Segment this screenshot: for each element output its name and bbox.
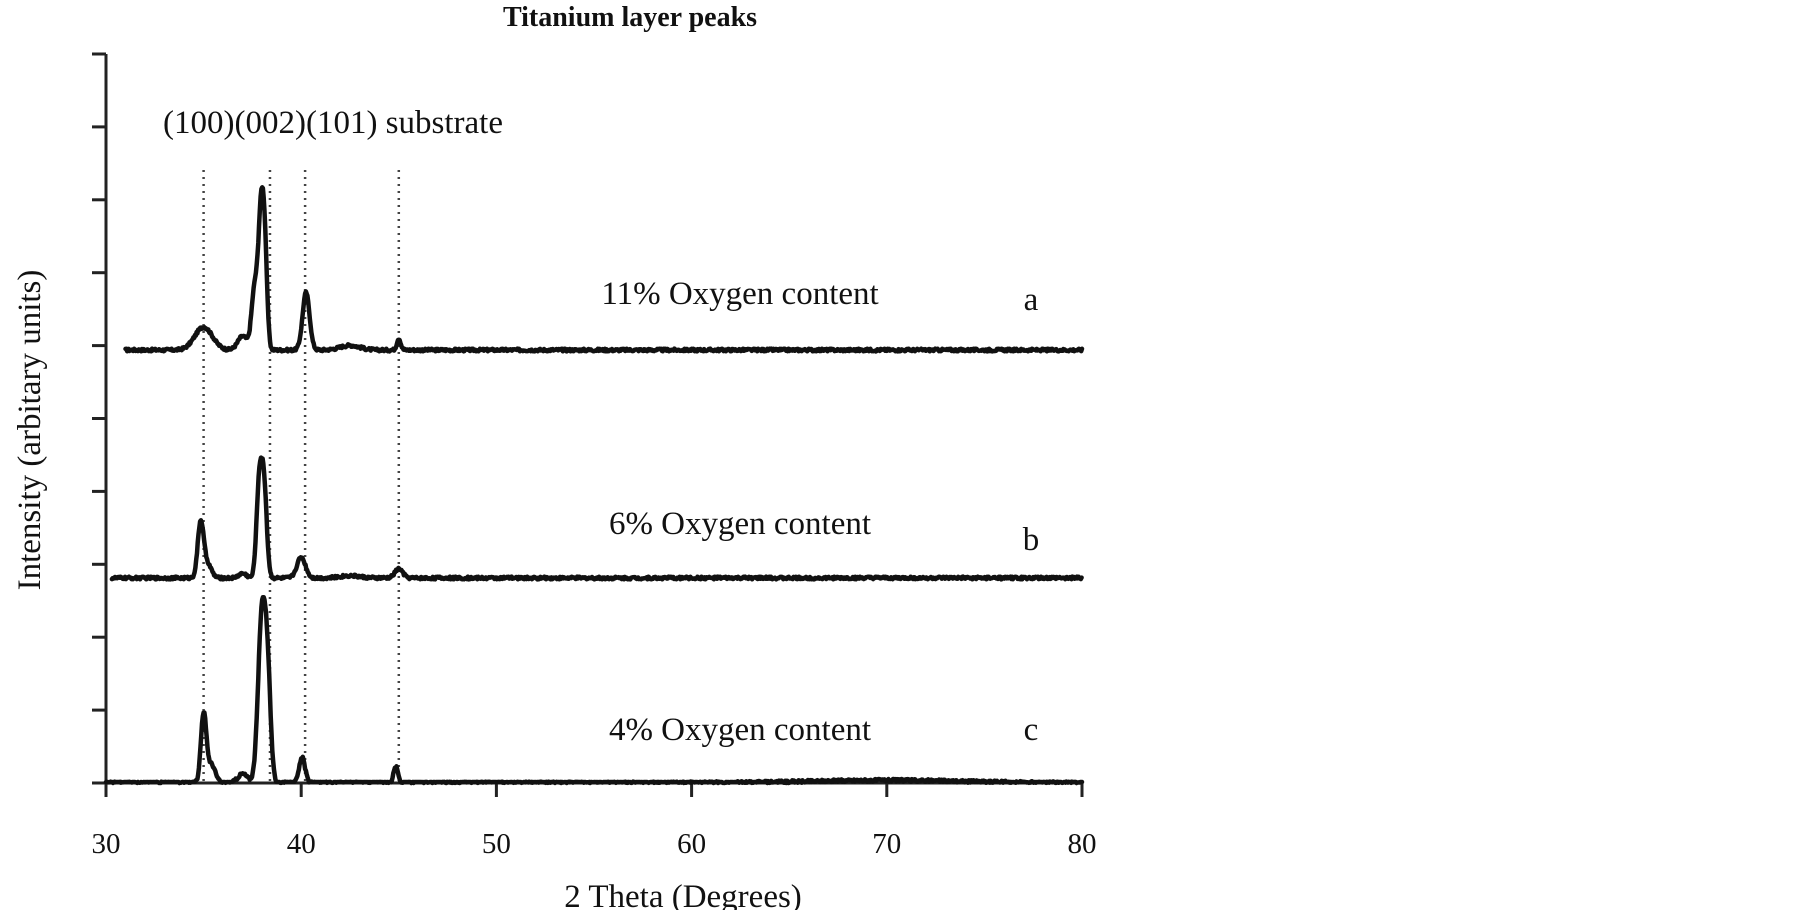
x-tick-label: 60 [677, 828, 706, 860]
x-tick-label: 30 [92, 828, 121, 860]
y-axis-label: Intensity (arbitary units) [12, 270, 48, 591]
peak-header: (100)(002)(101) substrate [163, 105, 503, 141]
series-line-c [103, 594, 1085, 786]
x-tick-label: 80 [1068, 828, 1097, 860]
x-tick-label: 40 [287, 828, 316, 860]
axes [92, 54, 1082, 785]
series-tag-c: c [1024, 712, 1039, 748]
x-axis-label: 2 Theta (Degrees) [564, 879, 802, 910]
series-line-a [123, 185, 1085, 354]
x-tick-label: 70 [872, 828, 901, 860]
x-ticks: 30 40 50 60 70 80 [92, 783, 1097, 860]
series-line-b [109, 455, 1084, 582]
series-layer [103, 185, 1085, 786]
series-tag-a: a [1024, 282, 1039, 318]
series-label-c: 4% Oxygen content [609, 712, 871, 748]
series-label-a: 11% Oxygen content [601, 276, 878, 312]
y-ticks [92, 52, 106, 785]
x-tick-label: 50 [482, 828, 511, 860]
series-tag-b: b [1023, 522, 1040, 558]
reference-lines [202, 170, 401, 783]
series-labels: 11% Oxygen content a 6% Oxygen content b… [601, 276, 1039, 748]
chart-title: Titanium layer peaks [503, 2, 757, 33]
series-label-b: 6% Oxygen content [609, 506, 871, 542]
